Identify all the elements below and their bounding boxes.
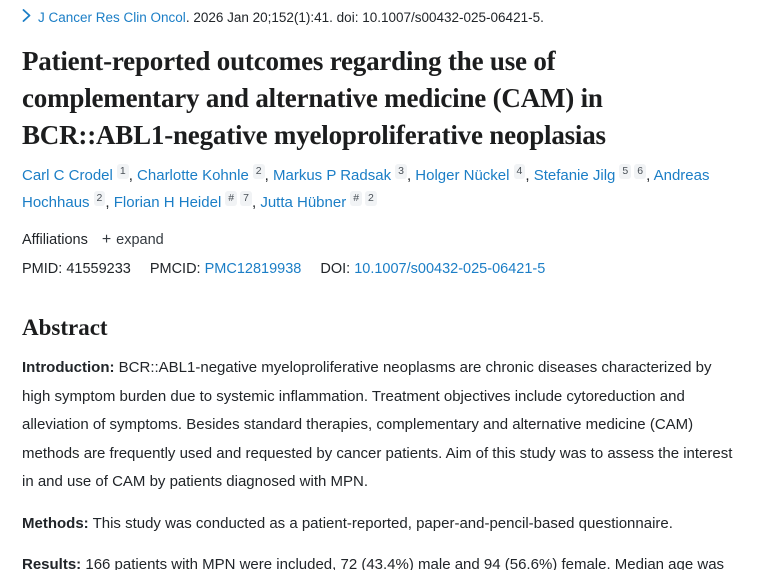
author-item: Charlotte Kohnle 2, bbox=[137, 164, 273, 184]
author-link[interactable]: Florian H Heidel bbox=[113, 194, 222, 211]
author-separator: , bbox=[105, 194, 114, 211]
author-item: Markus P Radsak 3, bbox=[272, 164, 416, 184]
section-label: Methods: bbox=[22, 514, 89, 532]
author-link[interactable]: Charlotte Kohnle bbox=[137, 167, 249, 184]
author-link[interactable]: Holger Nückel bbox=[415, 167, 510, 184]
pmid-group: PMID: 41559233 bbox=[22, 261, 131, 277]
abstract-paragraph: Methods: This study was conducted as a p… bbox=[22, 514, 673, 532]
author-link[interactable]: Carl C Crodel bbox=[22, 167, 113, 184]
abstract-paragraph: Introduction: BCR::ABL1-negative myelopr… bbox=[22, 359, 733, 490]
doi-link[interactable]: 10.1007/s00432-025-06421-5 bbox=[354, 261, 546, 277]
article-title: Patient-reported outcomes regarding the … bbox=[22, 46, 606, 150]
author-item: Holger Nückel 4, bbox=[415, 164, 534, 184]
author-separator: , bbox=[525, 167, 534, 184]
citation-text: J Cancer Res Clin Oncol. 2026 Jan 20;152… bbox=[38, 9, 544, 27]
author-superscript: 5 bbox=[619, 164, 632, 179]
author-item: Andreas Hochhaus 2, bbox=[22, 167, 709, 211]
author-separator: , bbox=[646, 167, 654, 184]
pmcid-label: PMCID: bbox=[149, 261, 201, 277]
section-label: Results: bbox=[22, 556, 82, 570]
author-superscript: # bbox=[225, 191, 238, 206]
doi-label: DOI: bbox=[320, 261, 351, 277]
author-separator: , bbox=[264, 167, 273, 184]
author-superscript: 2 bbox=[252, 164, 265, 179]
journal-link[interactable]: J Cancer Res Clin Oncol bbox=[38, 9, 186, 25]
journal-citation: J Cancer Res Clin Oncol. 2026 Jan 20;152… bbox=[22, 8, 738, 27]
author-link[interactable]: Andreas Hochhaus bbox=[22, 167, 710, 211]
plus-icon: + bbox=[101, 231, 112, 248]
pmid-label: PMID: bbox=[22, 261, 63, 277]
author-item: Jutta Hübner #2 bbox=[260, 191, 377, 211]
author-link[interactable]: Stefanie Jilg bbox=[533, 167, 616, 184]
author-item: Florian H Heidel #7, bbox=[113, 191, 261, 211]
pmcid-link[interactable]: PMC12819938 bbox=[204, 261, 302, 277]
author-item: Stefanie Jilg 5 6, bbox=[533, 164, 654, 184]
author-superscript: 3 bbox=[395, 164, 407, 179]
author-superscript: 2 bbox=[365, 191, 377, 206]
section-label: Introduction: bbox=[22, 359, 115, 376]
author-link[interactable]: Markus P Radsak bbox=[272, 167, 392, 184]
authors-list: Carl C Crodel 1, Charlotte Kohnle 2, Marku… bbox=[22, 162, 738, 216]
abstract-sections: Introduction: BCR::ABL1-negative myelopr… bbox=[22, 354, 738, 570]
abstract-paragraph: Results: 166 patients with MPN were incl… bbox=[22, 551, 738, 570]
author-superscript: # bbox=[350, 191, 363, 206]
author-superscript: 6 bbox=[634, 164, 647, 179]
pmcid-group: PMCID: PMC12819938 bbox=[150, 261, 302, 277]
author-superscript: 2 bbox=[93, 191, 106, 206]
author-superscript: 1 bbox=[116, 164, 129, 179]
chevron-right-icon bbox=[22, 9, 31, 27]
author-separator: , bbox=[128, 167, 138, 184]
author-separator: , bbox=[251, 194, 261, 211]
abstract-heading: Abstract bbox=[22, 315, 108, 340]
author-separator: , bbox=[406, 167, 416, 184]
author-link[interactable]: Jutta Hübner bbox=[260, 194, 347, 211]
author-superscript: 7 bbox=[240, 191, 252, 206]
author-superscript: 4 bbox=[513, 164, 526, 179]
expand-affiliations-button[interactable]: + expand bbox=[101, 231, 164, 249]
affiliations-row: Affiliations + expand bbox=[22, 231, 738, 249]
citation-details: . 2026 Jan 20;152(1):41. doi: 10.1007/s0… bbox=[185, 9, 544, 25]
identifiers-row: PMID: 41559233 PMCID: PMC12819938 DOI: 1… bbox=[22, 261, 738, 277]
affiliations-label: Affiliations bbox=[22, 232, 88, 248]
pmid-value: 41559233 bbox=[66, 261, 131, 277]
expand-label: expand bbox=[116, 232, 164, 248]
author-item: Carl C Crodel 1, bbox=[22, 164, 138, 184]
doi-group: DOI: 10.1007/s00432-025-06421-5 bbox=[320, 261, 545, 277]
